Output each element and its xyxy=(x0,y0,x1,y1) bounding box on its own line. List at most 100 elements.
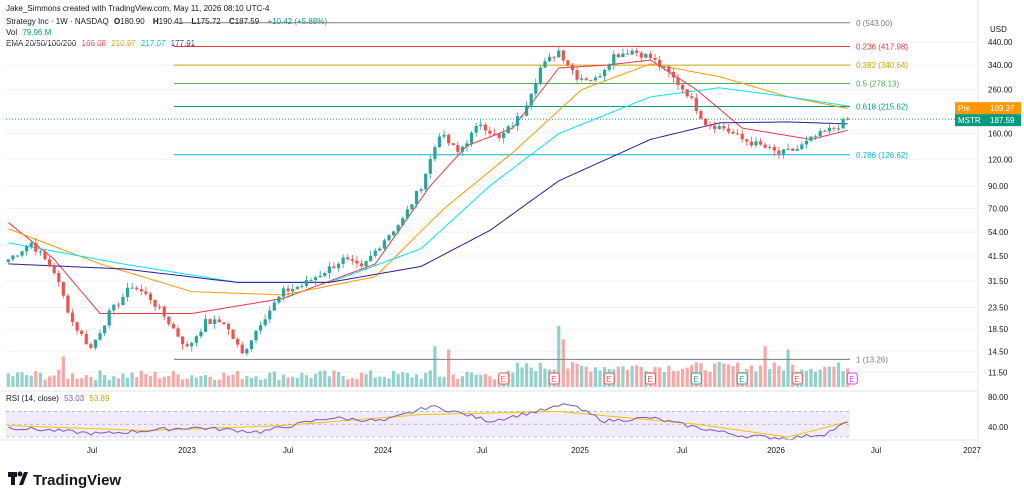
price-tick-label: 23.50 xyxy=(988,304,1009,313)
volume-bar xyxy=(378,376,382,387)
candle-body xyxy=(144,291,148,294)
volume-bar xyxy=(6,373,10,387)
volume-bar xyxy=(460,376,465,387)
price-tick-label: 54.00 xyxy=(988,228,1009,237)
volume-bar xyxy=(199,376,203,387)
rsi-tick-label: 40.00 xyxy=(988,423,1009,432)
rsi-legend[interactable]: RSI (14, close) 53.03 53.89 xyxy=(6,394,110,403)
candle-body xyxy=(130,287,134,289)
candle-body xyxy=(194,336,198,343)
candle-body xyxy=(369,255,373,262)
volume-bar xyxy=(268,372,272,387)
candle-body xyxy=(291,288,295,292)
ohlc-line: Strategy Inc · 1W · NASDAQ O180.90 H190.… xyxy=(6,17,330,26)
volume-bar xyxy=(772,362,776,387)
candle-body xyxy=(295,286,299,289)
volume-bar xyxy=(341,375,345,387)
candle-body xyxy=(410,204,414,210)
candle-body xyxy=(813,136,818,138)
volume-bar xyxy=(61,356,65,387)
earnings-marker xyxy=(791,372,803,385)
candle-body xyxy=(722,126,726,129)
volume-bar xyxy=(437,376,442,387)
candle-body xyxy=(364,261,368,267)
time-axis[interactable]: Jul 2023 Jul 2024 Jul 2025 Jul 2026 Jul 2027 xyxy=(0,439,981,455)
candle-body xyxy=(185,344,189,347)
candle-body xyxy=(818,130,822,137)
volume-bar xyxy=(295,377,299,387)
volume-bar xyxy=(777,365,781,387)
volume-bar xyxy=(419,378,423,387)
candle-body xyxy=(180,336,185,345)
candle-body xyxy=(373,250,377,256)
candle-body xyxy=(791,148,795,151)
candle-body xyxy=(483,124,487,131)
earnings-marker-label: E xyxy=(794,375,799,384)
candle-body xyxy=(66,295,70,313)
earnings-marker-label: E xyxy=(849,375,854,384)
volume-bar xyxy=(171,371,176,387)
volume-bar xyxy=(456,378,460,387)
ema-legend[interactable]: EMA 20/50/100/200 166.08 210.97 217.07 1… xyxy=(6,39,196,48)
candle-body xyxy=(804,140,809,145)
volume-bar xyxy=(84,374,88,387)
candle-body xyxy=(199,331,203,337)
candle-body xyxy=(758,141,763,145)
volume-bar xyxy=(245,376,249,387)
candle-body xyxy=(644,53,648,58)
ohlc-open: O180.90 xyxy=(113,17,145,26)
volume-bar xyxy=(658,367,662,387)
candle-body xyxy=(304,280,309,286)
candle-body xyxy=(222,322,226,325)
candle-body xyxy=(47,259,52,267)
volume-bar xyxy=(355,378,359,387)
volume-bar xyxy=(350,378,354,387)
time-tick-label: Jul xyxy=(87,446,97,455)
candle-body xyxy=(80,330,84,334)
fib-retracement[interactable]: 0 (543.00) 0.236 (417.98) 0.382 (340.64) 0.… xyxy=(174,19,908,365)
candle-body xyxy=(396,225,400,232)
volume-bar xyxy=(291,376,295,387)
price-tag-value: 187.59 xyxy=(990,116,1015,125)
candle-body xyxy=(254,330,258,341)
candle-body xyxy=(203,319,208,332)
candle-body xyxy=(529,93,533,106)
volume-bar xyxy=(314,373,318,387)
price-axis[interactable]: 440.00340.00260.00200.00160.00120.0090.0… xyxy=(955,0,1021,458)
volume-bar xyxy=(236,371,240,387)
fib-label: 1 (13.26) xyxy=(856,355,888,364)
time-tick-label: Jul xyxy=(283,446,293,455)
candle-body xyxy=(795,149,799,151)
candlesticks xyxy=(6,46,850,357)
volume-bar xyxy=(841,371,845,387)
volume-legend[interactable]: Vol 79.96 M xyxy=(6,28,52,37)
volume-bar xyxy=(217,379,221,387)
volume-bar xyxy=(373,377,377,387)
volume-bar xyxy=(38,372,43,387)
candle-body xyxy=(139,289,143,292)
candle-body xyxy=(309,280,313,282)
candle-body xyxy=(84,333,88,345)
tradingview-logo[interactable]: TradingView xyxy=(8,471,121,490)
candle-body xyxy=(772,146,776,151)
candle-body xyxy=(469,132,474,144)
fib-label: 0.382 (340.64) xyxy=(856,61,908,70)
volume-bar xyxy=(158,378,162,387)
candle-body xyxy=(240,344,244,354)
time-tick-label: 2027 xyxy=(963,446,981,455)
volume-bar xyxy=(511,372,515,387)
volume-bar xyxy=(369,370,373,387)
symbol-title[interactable]: Strategy Inc · 1W · NASDAQ xyxy=(6,17,109,26)
candle-body xyxy=(419,189,423,191)
volume-bar xyxy=(135,377,139,387)
candle-body xyxy=(800,144,804,150)
candle-body xyxy=(777,150,781,155)
volume-bar xyxy=(749,365,753,387)
volume-bar xyxy=(130,372,134,387)
volume-bar xyxy=(213,379,217,387)
candle-body xyxy=(653,57,657,60)
volume-bar xyxy=(566,368,570,387)
candle-body xyxy=(639,52,643,58)
